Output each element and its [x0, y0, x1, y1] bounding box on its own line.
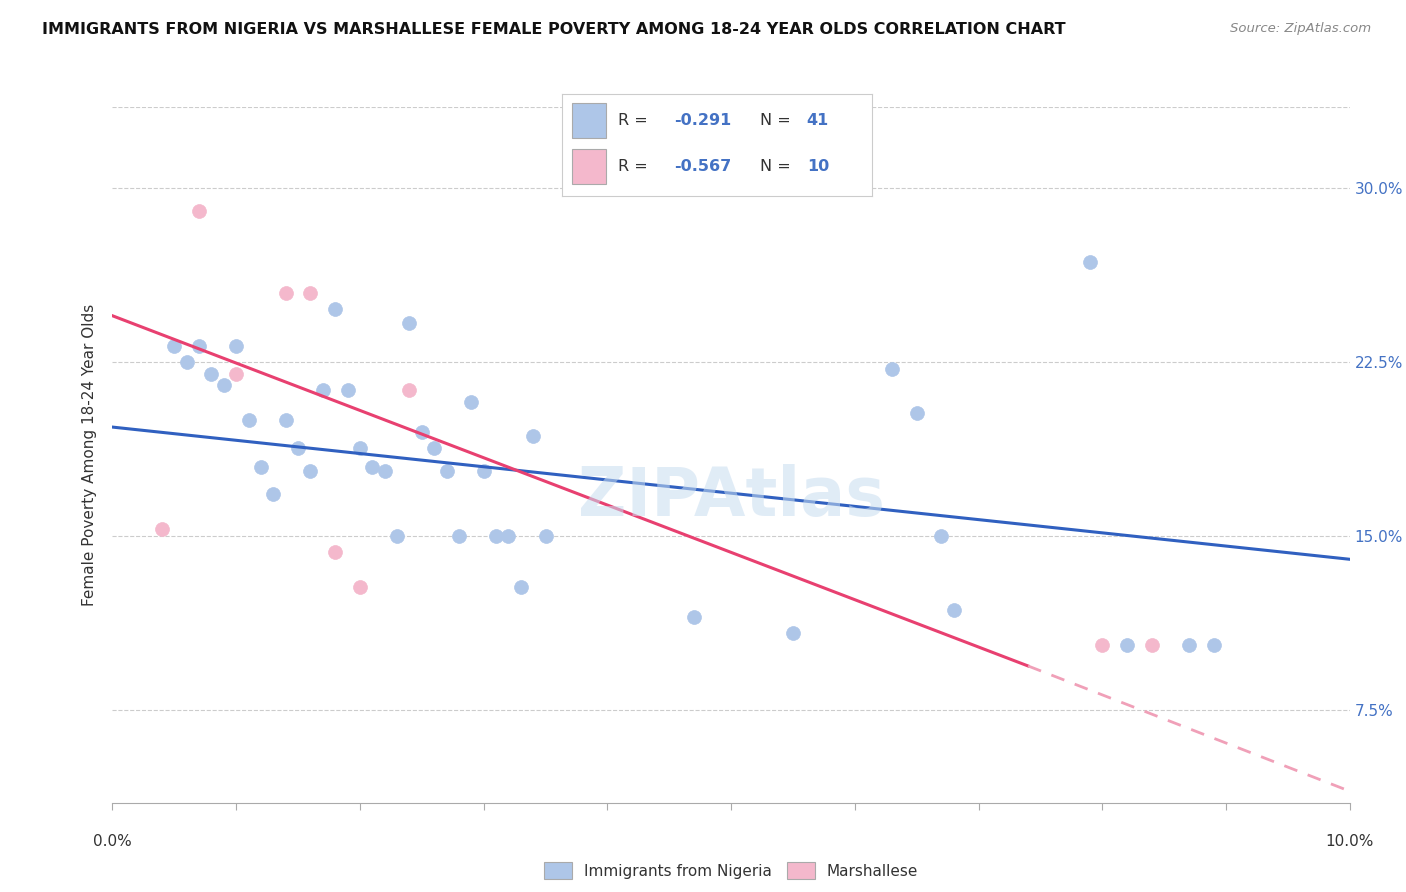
- Text: IMMIGRANTS FROM NIGERIA VS MARSHALLESE FEMALE POVERTY AMONG 18-24 YEAR OLDS CORR: IMMIGRANTS FROM NIGERIA VS MARSHALLESE F…: [42, 22, 1066, 37]
- Point: [509, 580, 531, 594]
- Point: [176, 355, 198, 369]
- Point: [398, 383, 420, 397]
- Point: [1116, 638, 1139, 652]
- Point: [323, 301, 346, 316]
- Text: ZIPAtlas: ZIPAtlas: [578, 464, 884, 530]
- Point: [398, 316, 420, 330]
- Point: [534, 529, 557, 543]
- Point: [274, 413, 297, 427]
- Point: [150, 522, 173, 536]
- Point: [336, 383, 359, 397]
- Point: [472, 464, 495, 478]
- Point: [498, 529, 520, 543]
- Point: [361, 459, 384, 474]
- Point: [262, 487, 284, 501]
- Point: [225, 367, 247, 381]
- FancyBboxPatch shape: [572, 149, 606, 184]
- Text: R =: R =: [619, 159, 652, 174]
- Point: [238, 413, 260, 427]
- Text: N =: N =: [761, 159, 796, 174]
- Point: [299, 285, 322, 300]
- FancyBboxPatch shape: [572, 103, 606, 137]
- Point: [411, 425, 433, 439]
- Point: [188, 339, 211, 353]
- Legend: Immigrants from Nigeria, Marshallese: Immigrants from Nigeria, Marshallese: [538, 855, 924, 886]
- Y-axis label: Female Poverty Among 18-24 Year Olds: Female Poverty Among 18-24 Year Olds: [82, 304, 97, 606]
- Point: [274, 285, 297, 300]
- Point: [188, 204, 211, 219]
- Point: [299, 464, 322, 478]
- Point: [212, 378, 235, 392]
- Point: [782, 626, 804, 640]
- Point: [374, 464, 396, 478]
- Point: [1178, 638, 1201, 652]
- Point: [522, 429, 544, 443]
- Text: -0.567: -0.567: [673, 159, 731, 174]
- Point: [200, 367, 222, 381]
- Point: [349, 441, 371, 455]
- Text: 41: 41: [807, 112, 830, 128]
- Point: [250, 459, 273, 474]
- Text: Source: ZipAtlas.com: Source: ZipAtlas.com: [1230, 22, 1371, 36]
- Point: [683, 610, 706, 624]
- Point: [163, 339, 186, 353]
- Text: N =: N =: [761, 112, 796, 128]
- Text: R =: R =: [619, 112, 652, 128]
- Point: [485, 529, 508, 543]
- Point: [1202, 638, 1225, 652]
- Point: [385, 529, 408, 543]
- Point: [349, 580, 371, 594]
- Point: [312, 383, 335, 397]
- Text: 0.0%: 0.0%: [93, 834, 132, 849]
- Point: [931, 529, 953, 543]
- Point: [905, 406, 928, 420]
- Text: 10.0%: 10.0%: [1326, 834, 1374, 849]
- Point: [1140, 638, 1163, 652]
- Point: [1091, 638, 1114, 652]
- Point: [1078, 255, 1101, 269]
- Point: [225, 339, 247, 353]
- Point: [287, 441, 309, 455]
- Point: [447, 529, 470, 543]
- Point: [880, 362, 903, 376]
- Point: [460, 394, 482, 409]
- Point: [323, 545, 346, 559]
- Point: [942, 603, 965, 617]
- Text: -0.291: -0.291: [673, 112, 731, 128]
- Text: 10: 10: [807, 159, 830, 174]
- Point: [423, 441, 446, 455]
- Point: [436, 464, 458, 478]
